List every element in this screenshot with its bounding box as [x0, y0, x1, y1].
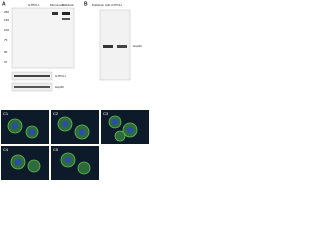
band	[14, 86, 50, 88]
band	[62, 12, 70, 15]
micrograph	[51, 110, 99, 144]
blot	[11, 7, 75, 69]
band	[14, 75, 50, 77]
page: A GTPCH Monomeric Pulldown 250 150 100 7…	[0, 0, 150, 181]
marker: 150	[4, 18, 9, 22]
band	[52, 12, 58, 15]
band	[62, 18, 70, 20]
tile-label: C5	[53, 147, 59, 152]
marker: 75	[4, 38, 8, 42]
nuclei	[12, 119, 133, 165]
marker: 50	[4, 50, 8, 54]
marker: 100	[4, 28, 9, 32]
tile-label: C2	[53, 111, 59, 116]
micrograph	[51, 146, 99, 180]
lane-label: Pulldown	[62, 3, 75, 7]
marker: 250	[4, 10, 9, 14]
band-label: GTPCH	[55, 74, 66, 78]
figure: A GTPCH Monomeric Pulldown 250 150 100 7…	[1, 1, 149, 180]
tile-label: C1	[3, 111, 9, 116]
tile-label: C3	[103, 111, 109, 116]
band-label: Hsp90	[55, 85, 64, 89]
marker: 37	[4, 60, 8, 64]
band	[103, 45, 113, 48]
lane-label: Monomeric	[50, 3, 65, 7]
panel-label: B	[84, 1, 88, 7]
panel-title: Pulldown with GTPCH	[92, 3, 122, 7]
band-label: Hsp90	[133, 44, 142, 48]
panel-label: A	[2, 1, 6, 7]
band	[117, 45, 127, 48]
lane-label: GTPCH	[28, 3, 39, 7]
tile-label: C4	[3, 147, 9, 152]
